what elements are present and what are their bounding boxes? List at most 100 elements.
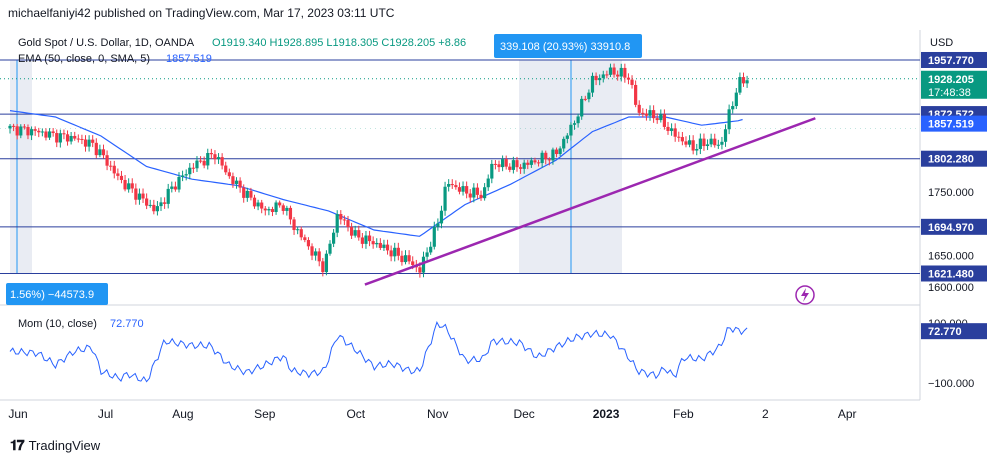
candle: [224, 161, 228, 175]
candle: [256, 199, 260, 211]
candle: [310, 243, 314, 261]
candle-body: [457, 187, 462, 192]
candle: [511, 156, 515, 174]
candle: [393, 242, 397, 262]
candle-body: [112, 165, 116, 174]
candle-body: [518, 167, 523, 169]
candle-body: [220, 157, 224, 166]
candle-body: [152, 204, 156, 212]
candle-body: [709, 138, 713, 145]
candle-body: [396, 247, 400, 256]
candle: [637, 100, 641, 116]
candle-body: [40, 131, 44, 133]
candle-body: [234, 180, 239, 184]
candle-body: [51, 131, 55, 134]
candle: [655, 113, 659, 124]
candle: [454, 180, 458, 190]
candle: [544, 150, 548, 165]
time-tick-label: Apr: [838, 407, 857, 421]
candle: [529, 157, 533, 168]
candle: [40, 128, 44, 137]
candle-body: [565, 135, 569, 139]
candle-body: [137, 193, 142, 200]
candle: [339, 210, 343, 225]
candle-body: [141, 193, 145, 199]
tradingview-logo-icon: 𝟏𝟕: [10, 437, 25, 453]
candle-body: [544, 152, 548, 160]
candle: [33, 126, 37, 136]
candle: [170, 181, 174, 193]
candle: [65, 130, 70, 146]
candle-body: [479, 194, 483, 199]
candle: [141, 188, 145, 203]
candle-body: [641, 112, 645, 114]
candle: [378, 238, 382, 251]
candle-body: [511, 160, 515, 170]
candle-body: [109, 165, 113, 167]
candle-body: [349, 227, 354, 236]
candle-body: [245, 190, 249, 198]
candle: [166, 183, 170, 209]
candle-body: [644, 113, 649, 116]
candle: [677, 131, 681, 142]
candle-body: [475, 187, 480, 195]
lightning-icon[interactable]: [795, 285, 815, 305]
candle: [332, 228, 336, 248]
candle-body: [303, 237, 307, 241]
legend-ema-title: EMA (50, close, 0, SMA, 5): [18, 53, 150, 65]
legend-symbol: Gold Spot / U.S. Dollar, 1D, OANDA: [18, 37, 195, 49]
candle: [137, 188, 142, 205]
candle: [500, 155, 505, 172]
candle: [15, 124, 19, 140]
candle-body: [623, 67, 627, 78]
candle-body: [447, 184, 451, 187]
candle-body: [673, 128, 677, 137]
candle: [540, 150, 544, 168]
candle: [342, 215, 346, 226]
candle-body: [612, 67, 616, 75]
candle: [497, 160, 501, 172]
candle: [260, 199, 264, 214]
candle-body: [299, 229, 303, 238]
candle-body: [695, 148, 699, 151]
measure-left-badge: [6, 283, 108, 305]
candle: [472, 183, 476, 203]
candle: [698, 133, 702, 155]
candle-body: [145, 198, 149, 206]
candle: [684, 136, 688, 148]
candle-body: [738, 77, 742, 93]
price-axis-layer: 1750.000 1650.000 1600.000 1957.770 1928.205…: [921, 51, 987, 390]
candle-body: [745, 80, 749, 84]
candle-body: [270, 209, 275, 212]
candle: [666, 121, 670, 135]
candle-body: [22, 126, 26, 128]
candle-body: [37, 130, 41, 133]
candle-body: [493, 163, 498, 165]
price-badge-label: 1957.770: [928, 55, 974, 67]
candle-body: [44, 131, 48, 138]
candle: [616, 70, 620, 81]
candle-body: [317, 251, 321, 262]
candle-body: [720, 141, 724, 145]
candle: [163, 197, 167, 209]
candle-body: [278, 202, 282, 206]
candle: [44, 128, 48, 141]
footer-brand[interactable]: 𝟏𝟕 TradingView: [10, 437, 100, 454]
candle: [299, 226, 303, 241]
price-badge: [921, 51, 987, 68]
candle: [705, 139, 710, 151]
candle: [734, 88, 738, 110]
candle: [601, 70, 605, 83]
candle-body: [123, 179, 127, 190]
candle: [152, 199, 156, 215]
candle-body: [26, 127, 30, 136]
momentum-badge-label: 72.770: [928, 326, 962, 338]
candle-body: [76, 138, 80, 140]
candle-body: [691, 140, 695, 151]
time-tick-label: Jun: [8, 407, 27, 421]
candle: [159, 197, 163, 212]
time-tick-label: Nov: [427, 407, 448, 421]
candle: [432, 221, 436, 250]
candle: [508, 163, 512, 173]
